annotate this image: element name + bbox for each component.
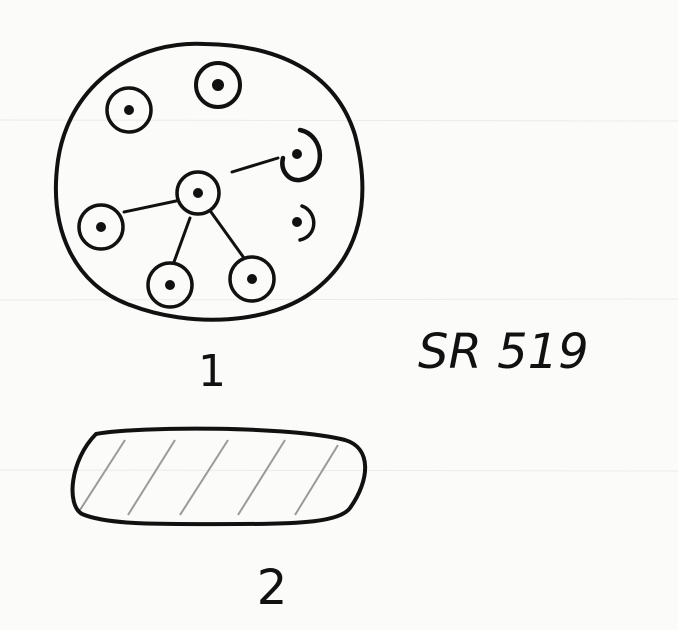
nucleus (280, 127, 323, 183)
slab-hatching (79, 439, 339, 516)
connection-line (230, 156, 280, 174)
nucleus (228, 255, 276, 303)
figure-1-label: 1 (198, 346, 226, 397)
connection-line (172, 216, 192, 264)
connection-line (122, 199, 178, 214)
connection-line (209, 210, 246, 260)
nucleus (292, 204, 316, 242)
specimen-code: SR 519 (418, 324, 589, 380)
nucleus (146, 261, 194, 309)
cell-outline (53, 41, 365, 322)
figure-1-cell (53, 41, 365, 322)
figure-2-slab (70, 426, 368, 527)
nucleus (194, 61, 242, 109)
nucleus (77, 203, 125, 251)
nucleus (175, 170, 221, 216)
slab-outline (70, 426, 368, 527)
paper-texture (0, 119, 678, 472)
nucleus (105, 86, 153, 134)
figure-2-label: 2 (257, 560, 288, 616)
